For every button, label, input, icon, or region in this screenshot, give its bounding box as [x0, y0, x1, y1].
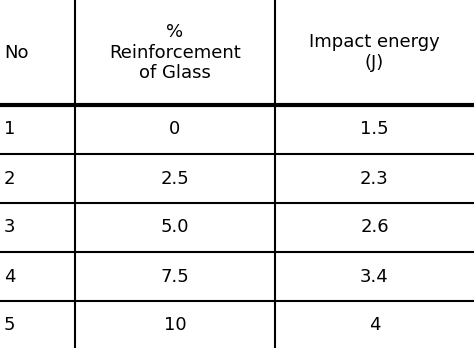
Text: 3: 3 [4, 219, 16, 237]
Text: 5: 5 [4, 316, 16, 334]
Text: 3.4: 3.4 [360, 268, 389, 285]
Text: 4: 4 [4, 268, 16, 285]
Text: 5.0: 5.0 [161, 219, 189, 237]
Text: 2.3: 2.3 [360, 169, 389, 188]
Text: 2: 2 [4, 169, 16, 188]
Text: 2.6: 2.6 [360, 219, 389, 237]
Text: 1: 1 [4, 120, 15, 139]
Text: 4: 4 [369, 316, 380, 334]
Text: Impact energy
(J): Impact energy (J) [309, 33, 440, 72]
Text: 1.5: 1.5 [360, 120, 389, 139]
Text: 0: 0 [169, 120, 181, 139]
Text: 10: 10 [164, 316, 186, 334]
Text: No: No [4, 44, 28, 62]
Text: 7.5: 7.5 [161, 268, 190, 285]
Text: 2.5: 2.5 [161, 169, 190, 188]
Text: %
Reinforcement
of Glass: % Reinforcement of Glass [109, 23, 241, 82]
